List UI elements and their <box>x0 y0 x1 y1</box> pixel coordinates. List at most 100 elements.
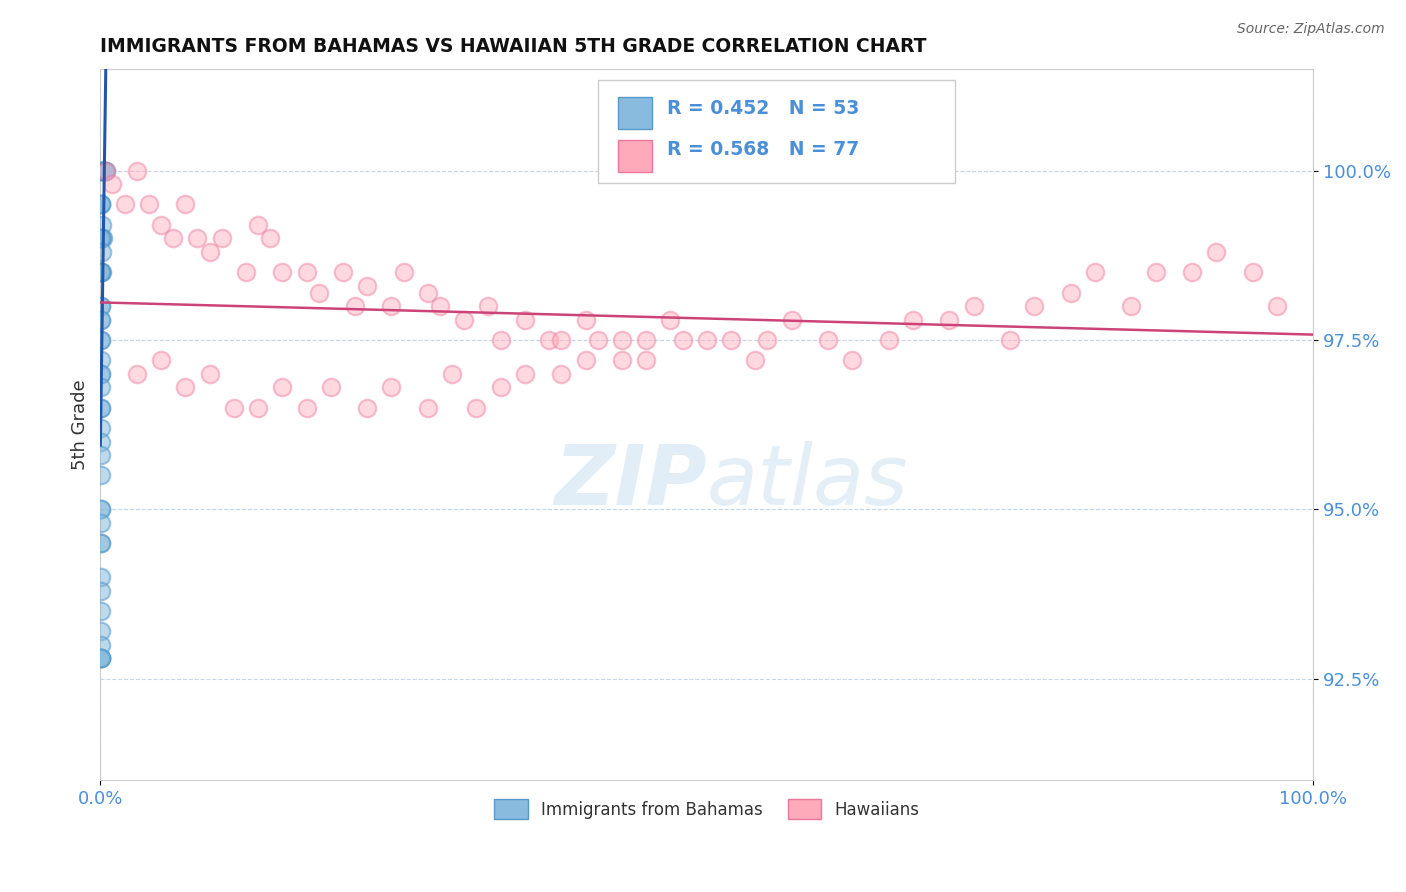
Point <box>90 570 112 584</box>
Point <box>295 265 318 279</box>
Point <box>90 367 112 381</box>
Point <box>756 333 779 347</box>
Point <box>90 333 112 347</box>
Point <box>319 380 342 394</box>
Point <box>586 333 609 347</box>
Point <box>90 218 112 232</box>
Point <box>1181 265 1204 279</box>
Point <box>465 401 488 415</box>
Point <box>90 651 112 665</box>
Text: atlas: atlas <box>707 441 908 522</box>
Point <box>90 367 112 381</box>
Point <box>198 244 221 259</box>
Point <box>489 380 512 394</box>
Point <box>114 197 136 211</box>
Point <box>841 353 863 368</box>
Point <box>125 367 148 381</box>
Point <box>93 163 115 178</box>
Point <box>125 163 148 178</box>
Point <box>271 265 294 279</box>
Point <box>90 312 112 326</box>
Point <box>817 333 839 347</box>
Point <box>90 244 112 259</box>
Point <box>610 353 633 368</box>
Point <box>259 231 281 245</box>
Point <box>720 333 742 347</box>
Point <box>150 218 173 232</box>
Point <box>93 163 115 178</box>
Point <box>96 163 118 178</box>
Point <box>222 401 245 415</box>
Point <box>90 502 112 516</box>
Point <box>744 353 766 368</box>
Point <box>90 380 112 394</box>
Point <box>90 624 112 639</box>
Point <box>90 265 112 279</box>
Point <box>90 163 112 178</box>
Point <box>90 231 112 245</box>
Point <box>1084 265 1107 279</box>
Point <box>380 299 402 313</box>
Point <box>550 367 572 381</box>
Point <box>610 333 633 347</box>
Point <box>671 333 693 347</box>
Point <box>998 333 1021 347</box>
Point <box>477 299 499 313</box>
Point <box>429 299 451 313</box>
Point <box>91 163 114 178</box>
Point <box>90 434 112 449</box>
Point <box>344 299 367 313</box>
Point <box>513 312 536 326</box>
Point <box>332 265 354 279</box>
Point <box>696 333 718 347</box>
Point <box>91 231 114 245</box>
Point <box>174 197 197 211</box>
Point <box>90 197 112 211</box>
Legend: Immigrants from Bahamas, Hawaiians: Immigrants from Bahamas, Hawaiians <box>488 793 927 825</box>
Point <box>90 231 112 245</box>
Point <box>150 353 173 368</box>
Point <box>356 278 378 293</box>
Point <box>1265 299 1288 313</box>
Point <box>94 163 117 178</box>
Point <box>91 163 114 178</box>
Point <box>901 312 924 326</box>
Point <box>1144 265 1167 279</box>
Point <box>877 333 900 347</box>
Point <box>90 265 112 279</box>
FancyBboxPatch shape <box>598 79 956 183</box>
Point <box>90 448 112 462</box>
Point <box>90 197 112 211</box>
Point <box>247 401 270 415</box>
FancyBboxPatch shape <box>619 140 652 172</box>
Point <box>211 231 233 245</box>
Point <box>938 312 960 326</box>
Point <box>453 312 475 326</box>
Point <box>90 265 112 279</box>
Point <box>186 231 208 245</box>
Point <box>90 651 112 665</box>
Point <box>90 536 112 550</box>
Point <box>392 265 415 279</box>
Point <box>90 651 112 665</box>
Point <box>574 312 596 326</box>
Point <box>90 333 112 347</box>
Point <box>780 312 803 326</box>
Point <box>90 299 112 313</box>
Point <box>90 163 112 178</box>
Point <box>174 380 197 394</box>
Text: R = 0.452   N = 53: R = 0.452 N = 53 <box>666 99 859 118</box>
Y-axis label: 5th Grade: 5th Grade <box>72 379 89 470</box>
Point <box>574 353 596 368</box>
Point <box>489 333 512 347</box>
Point <box>636 353 658 368</box>
Point <box>1205 244 1227 259</box>
Text: IMMIGRANTS FROM BAHAMAS VS HAWAIIAN 5TH GRADE CORRELATION CHART: IMMIGRANTS FROM BAHAMAS VS HAWAIIAN 5TH … <box>100 37 927 56</box>
Point <box>101 177 124 191</box>
Point <box>90 265 112 279</box>
Point <box>235 265 257 279</box>
Point <box>90 163 112 178</box>
Point <box>90 353 112 368</box>
Point <box>90 468 112 483</box>
Point <box>1060 285 1083 300</box>
